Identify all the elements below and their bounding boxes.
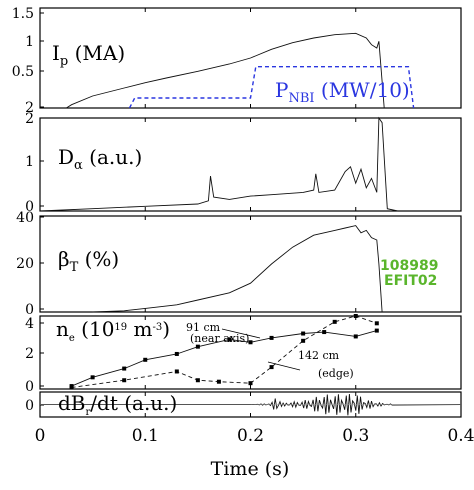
y-tick-label: 2 [25,100,34,116]
nbi-label: PNBI (MW/10) [275,78,410,106]
data-point [195,378,200,383]
data-point [269,365,274,370]
shot-efit: EFIT02 [384,273,437,289]
data-point [332,319,337,324]
x-axis-label: Time (s) [211,458,290,480]
y-tick-label: 0 [25,199,34,215]
y-tick-label: 2 [25,111,34,127]
y-tick-label: 40 [16,210,34,226]
annotation-91cm-sub: (near axis) [190,332,249,345]
data-point [174,369,179,374]
x-tick-label: 0 [35,426,46,446]
panel-label-beta: βT (%) [58,247,119,275]
data-point [216,379,221,384]
data-point [374,321,379,326]
data-point [322,330,327,335]
panel-ne: 4 2 0 ne (1019 m-3) 91 cm(near axis) 142 cm (e… [25,314,462,395]
y-tick-label: 0 [25,398,34,414]
data-point [301,338,306,343]
data-point [374,328,379,333]
panel-label-ne: ne (1019 m-3) [56,317,170,344]
panel-ip: 1.5 1 0.5 2 PNBI (MW/10) Ip (MA) [12,6,462,116]
data-point [353,314,358,318]
nbi-series-line [128,66,415,109]
y-tick-label: 1.5 [12,6,34,22]
y-tick-label: 1 [25,34,34,50]
y-tick-label: 0 [25,302,34,318]
panel-label-dalpha: Dα (a.u.) [58,145,142,173]
x-tick-label: 0.1 [132,426,159,446]
annotation-142cm-sub: (edge) [318,367,354,380]
series-line [39,116,398,212]
panel-label-dbdt: dBr/dt (a.u.) [58,391,177,418]
panel-dalpha: 2 1 0 Dα (a.u.) [25,111,462,215]
data-point [269,335,274,340]
shot-number: 108989 [380,258,438,274]
x-tick-label: 0.2 [237,426,264,446]
panel-dbdt: 0 dBr/dt (a.u.) [25,391,462,418]
y-tick-label: 4 [25,316,34,332]
annotation-142cm: 142 cm [298,349,340,362]
panel-label-ip: Ip (MA) [52,41,125,69]
data-point [174,351,179,356]
y-tick-label: 0 [25,379,34,395]
data-point [122,366,127,371]
series-line [92,225,383,313]
series-line [66,32,385,109]
annotation-arrow [267,361,301,371]
y-tick-label: 2 [25,346,34,362]
data-point [69,385,74,390]
x-tick-label: 0.4 [447,426,474,446]
annotation-arrow [221,328,261,339]
y-tick-label: 1 [25,154,34,170]
y-tick-label: 20 [16,256,34,272]
x-tick-label: 0.3 [342,426,369,446]
data-point [195,344,200,349]
y-tick-label: 0.5 [12,64,34,80]
annotation-91cm: 91 cm [186,321,221,334]
data-point [353,334,358,339]
data-point [248,340,253,345]
data-point [143,357,148,362]
data-point [248,381,253,386]
data-point [90,375,95,380]
data-point [122,378,127,383]
data-point [301,331,306,336]
data-point [227,337,232,342]
